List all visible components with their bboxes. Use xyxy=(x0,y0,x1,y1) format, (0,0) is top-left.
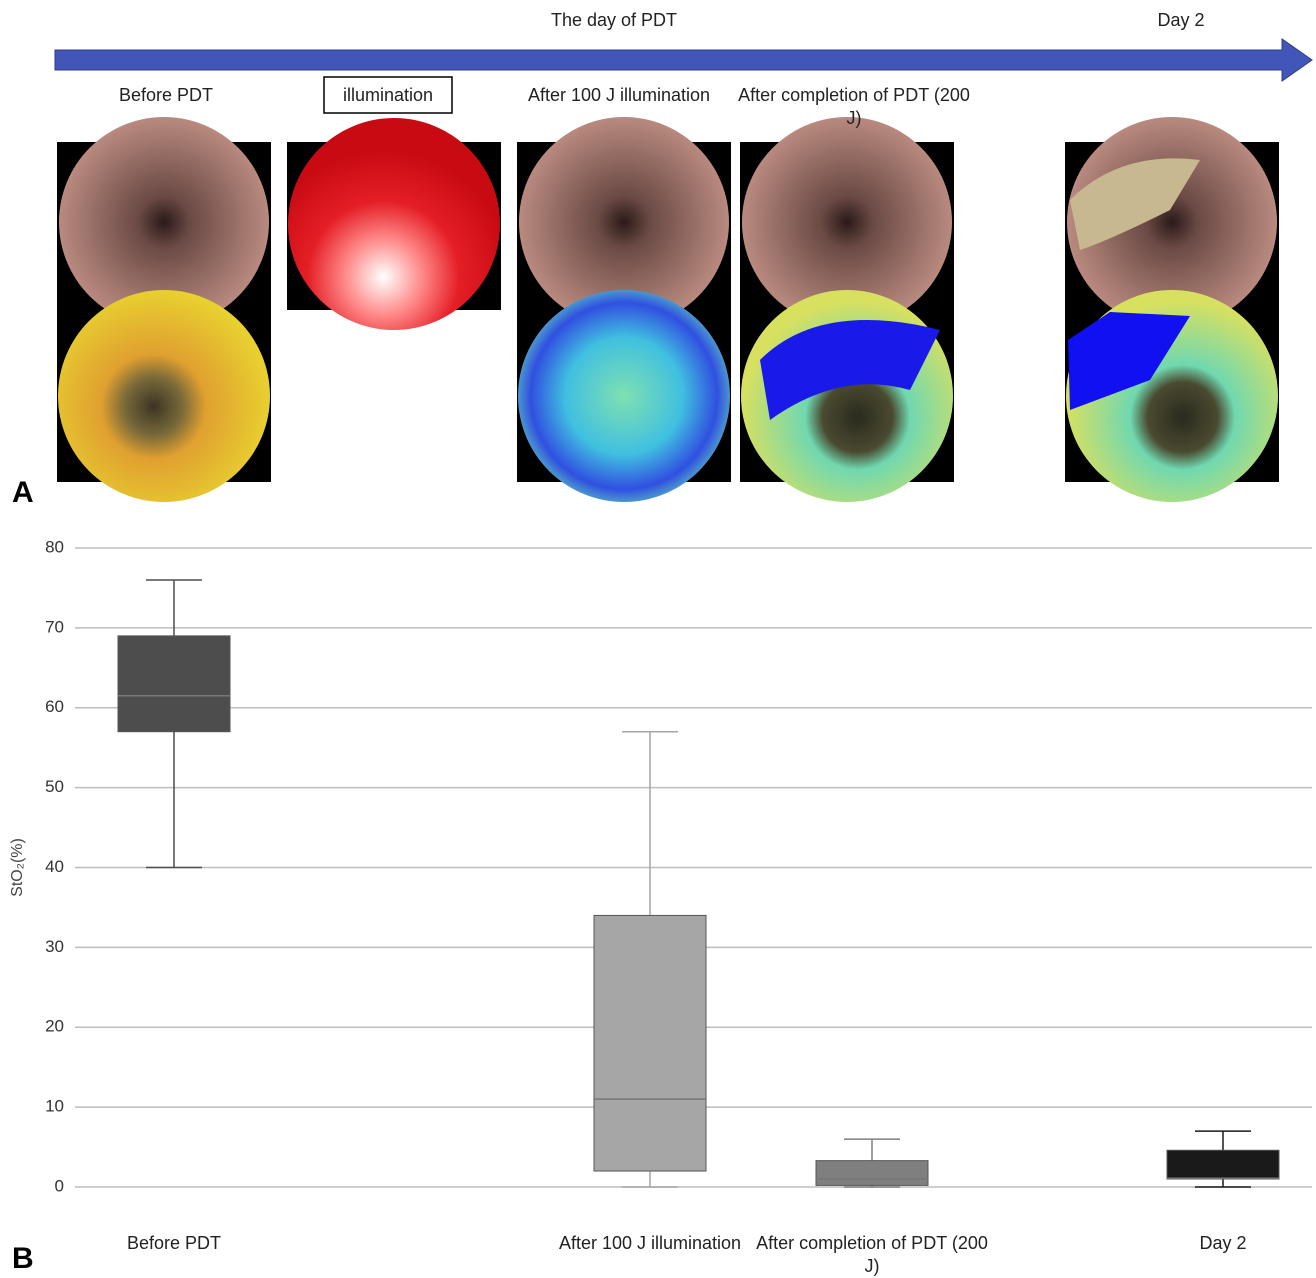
timeline-label: Day 2 xyxy=(1061,9,1301,32)
x-tick-label: After 100 J illumination xyxy=(530,1232,770,1255)
y-tick-label: 30 xyxy=(45,937,64,956)
endoscopy-images xyxy=(57,117,1279,502)
x-tick-label: Before PDT xyxy=(54,1232,294,1255)
page: {"panel_a": {"label": "A", "timeline": {… xyxy=(0,0,1316,1278)
y-tick-label: 70 xyxy=(45,617,64,636)
step-label: After completion of PDT (200 J) xyxy=(734,84,974,130)
image xyxy=(58,290,270,502)
x-tick-label: After completion of PDT (200 J) xyxy=(752,1232,992,1278)
box xyxy=(816,1161,928,1186)
y-tick-label: 80 xyxy=(45,537,64,556)
panel-label: A xyxy=(12,476,34,510)
y-tick-label: 0 xyxy=(55,1176,64,1195)
y-tick-label: 50 xyxy=(45,777,64,796)
y-tick-label: 10 xyxy=(45,1097,64,1116)
timeline-arrow xyxy=(55,39,1312,81)
x-tick-label: Day 2 xyxy=(1103,1232,1316,1255)
timeline xyxy=(55,39,1312,81)
y-tick-label: 60 xyxy=(45,697,64,716)
step-label: Before PDT xyxy=(46,84,286,107)
y-tick-label: 20 xyxy=(45,1017,64,1036)
step-label: After 100 J illumination xyxy=(499,84,739,107)
image xyxy=(518,290,730,502)
box xyxy=(594,915,706,1171)
panel-label: B xyxy=(12,1242,34,1276)
y-tick-label: 40 xyxy=(45,857,64,876)
box xyxy=(1167,1150,1279,1179)
figure: 0 10 20 30 40 50 60 70 80 StO₂(%) xyxy=(0,0,1316,1278)
image xyxy=(288,118,500,330)
timeline-label: The day of PDT xyxy=(494,9,734,32)
step-label: illumination xyxy=(268,84,508,107)
y-axis-label: StO₂(%) xyxy=(9,838,26,897)
box-plot: 0 10 20 30 40 50 60 70 80 StO₂(%) xyxy=(9,537,1312,1195)
box xyxy=(118,636,230,732)
